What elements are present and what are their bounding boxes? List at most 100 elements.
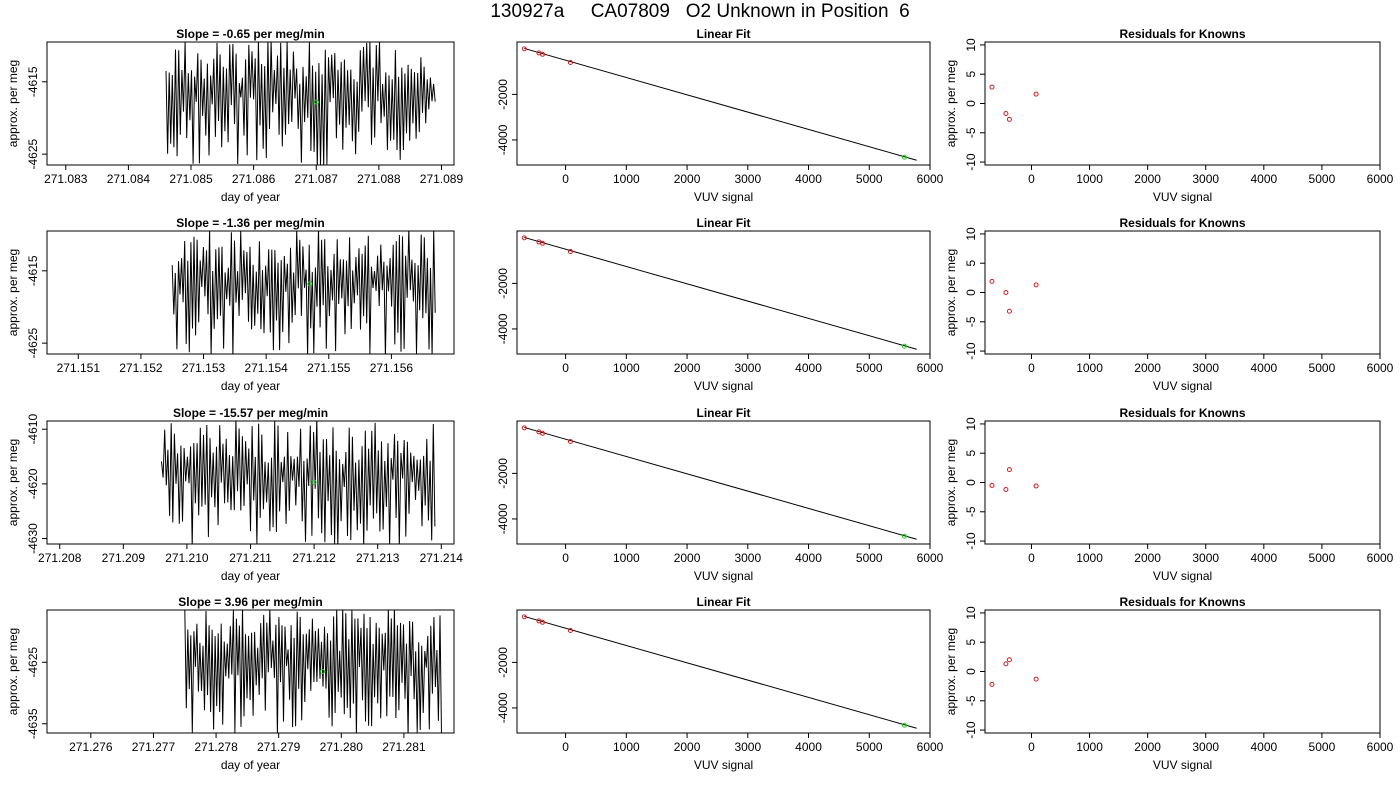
y-tick-label: -4615: [26, 66, 40, 97]
figure-title: 130927a CA07809 O2 Unknown in Position 6: [490, 1, 910, 22]
x-tick-label: 2000: [1134, 551, 1161, 565]
y-tick-label: -4000: [496, 313, 510, 344]
y-tick-label: 10: [964, 606, 978, 620]
x-tick-label: 2000: [1134, 361, 1161, 375]
residual-point: [1033, 282, 1039, 288]
y-axis-label: approx. per meg: [944, 249, 958, 336]
x-tick-label: 271.156: [370, 361, 414, 375]
x-tick-label: 271.088: [357, 172, 401, 186]
x-tick-label: 6000: [1367, 361, 1394, 375]
panel-title: Slope = -15.57 per meg/min: [173, 406, 328, 420]
x-tick-label: 1000: [613, 361, 640, 375]
plot-area: [521, 46, 917, 161]
x-tick-label: 271.211: [229, 551, 272, 565]
x-tick-label: 4000: [795, 172, 822, 186]
x-axis-label: day of year: [221, 379, 280, 393]
x-tick-label: 271.212: [292, 551, 336, 565]
plot-area: [989, 657, 1039, 687]
y-tick-label: -10: [964, 721, 978, 739]
x-tick-label: 1000: [613, 740, 640, 754]
x-tick-label: 2000: [1134, 172, 1161, 186]
x-tick-label: 2000: [674, 740, 701, 754]
trace-line: [161, 421, 436, 544]
y-tick-label: -4610: [26, 414, 40, 445]
x-tick-label: 271.281: [382, 740, 426, 754]
unknown-marker: [313, 99, 319, 105]
x-tick-label: 271.089: [420, 172, 464, 186]
known-point: [567, 249, 573, 254]
y-tick-label: -5: [964, 127, 978, 138]
y-tick-label: -5: [964, 316, 978, 327]
y-tick-label: -4615: [26, 255, 40, 286]
y-tick-label: 0: [964, 479, 978, 486]
y-tick-label: -4000: [496, 692, 510, 723]
known-point: [540, 51, 546, 57]
x-tick-label: 271.214: [420, 551, 464, 565]
y-tick-label: 0: [964, 668, 978, 675]
known-point: [521, 46, 527, 52]
x-tick-label: 271.152: [119, 361, 163, 375]
x-tick-label: 4000: [1250, 740, 1277, 754]
x-tick-label: 271.084: [107, 172, 151, 186]
x-tick-label: 4000: [795, 361, 822, 375]
plot-area: [161, 421, 436, 544]
known-point: [567, 439, 573, 444]
unknown-marker: [320, 669, 326, 674]
residual-point: [1003, 110, 1009, 116]
plot-area: [521, 235, 917, 350]
x-tick-label: 3000: [734, 551, 761, 565]
residual-point: [1006, 467, 1012, 473]
x-tick-label: 271.086: [232, 172, 276, 186]
y-tick-label: 0: [964, 100, 978, 107]
x-tick-label: 3000: [734, 740, 761, 754]
x-tick-label: 271.280: [320, 740, 364, 754]
y-tick-label: -10: [964, 342, 978, 360]
residual-point: [1006, 308, 1012, 314]
y-tick-label: -2000: [496, 268, 510, 299]
y-axis-label: approx. per meg: [6, 249, 20, 336]
x-axis-label: VUV signal: [694, 569, 753, 583]
x-axis-label: VUV signal: [694, 190, 753, 204]
x-axis-label: day of year: [221, 758, 280, 772]
y-axis-label: approx. per meg: [944, 628, 958, 715]
y-tick-label: -5: [964, 506, 978, 517]
x-tick-label: 1000: [1076, 551, 1103, 565]
y-tick-label: 10: [964, 38, 978, 52]
known-point: [540, 619, 546, 625]
x-tick-label: 5000: [856, 551, 883, 565]
residual-point: [989, 84, 995, 90]
x-tick-label: 1000: [613, 551, 640, 565]
known-point: [521, 235, 527, 241]
x-tick-label: 3000: [734, 361, 761, 375]
x-tick-label: 4000: [795, 740, 822, 754]
unknown-point: [901, 154, 907, 160]
panel-title: Linear Fit: [696, 27, 750, 41]
panel-title: Linear Fit: [696, 595, 750, 609]
x-tick-label: 271.153: [182, 361, 226, 375]
plot-frame: [516, 230, 931, 355]
x-tick-label: 271.151: [57, 361, 101, 375]
panel-title: Slope = -0.65 per meg/min: [176, 27, 324, 41]
plot-frame: [516, 420, 931, 545]
residual-point: [1006, 657, 1012, 663]
x-tick-label: 0: [1028, 740, 1035, 754]
x-tick-label: 271.155: [307, 361, 351, 375]
x-tick-label: 2000: [674, 361, 701, 375]
y-tick-label: -4625: [26, 647, 40, 678]
x-tick-label: 0: [562, 361, 569, 375]
known-point: [567, 628, 573, 633]
x-tick-label: 6000: [1367, 172, 1394, 186]
residual-point: [1033, 91, 1039, 97]
fit-line: [524, 615, 917, 729]
y-tick-label: -4625: [26, 327, 40, 358]
y-tick-label: 5: [964, 260, 978, 267]
x-tick-label: 6000: [1367, 740, 1394, 754]
x-tick-label: 0: [1028, 172, 1035, 186]
plot-frame: [46, 41, 455, 166]
panel-title: Residuals for Knowns: [1119, 406, 1245, 420]
known-point: [521, 614, 527, 620]
x-tick-label: 6000: [917, 740, 944, 754]
plot-area: [521, 614, 917, 729]
unknown-marker: [307, 281, 313, 287]
y-tick-label: -5: [964, 695, 978, 706]
